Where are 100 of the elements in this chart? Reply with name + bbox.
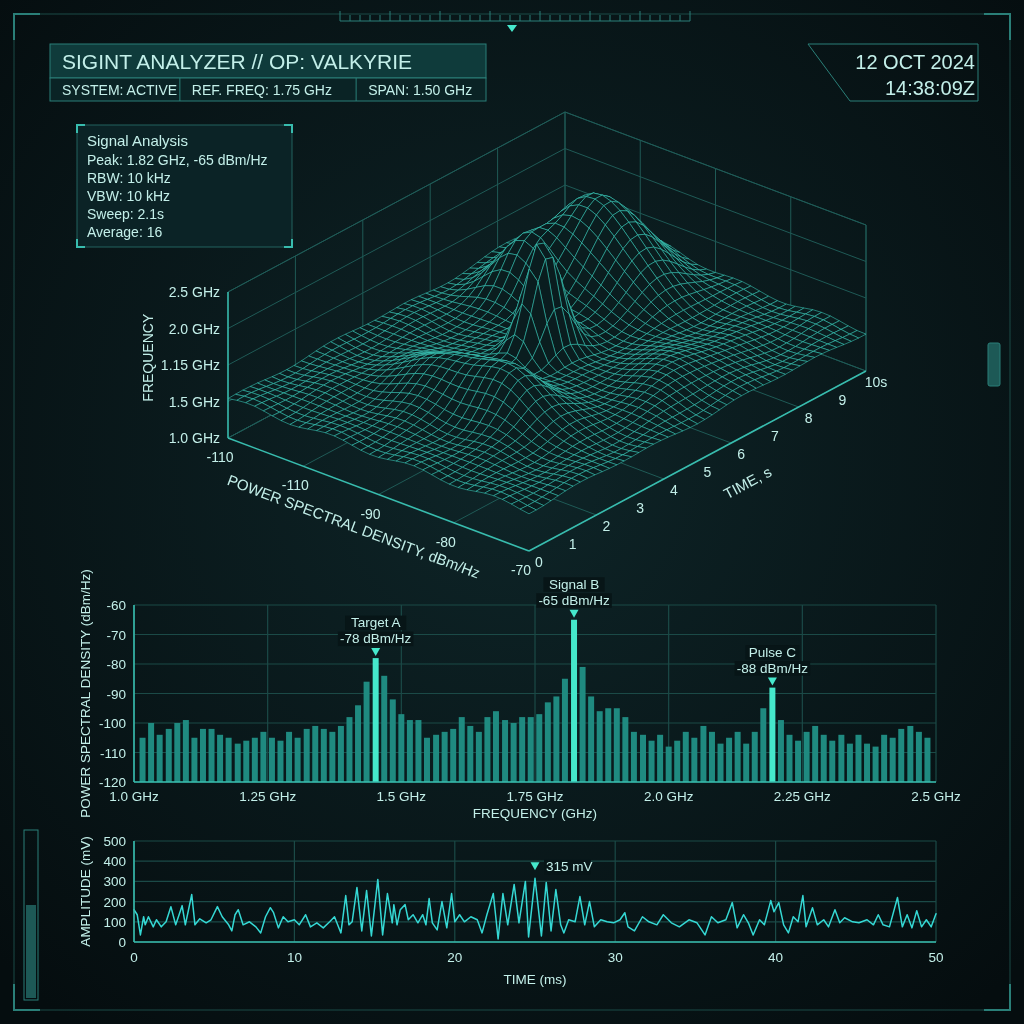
bar (415, 720, 422, 782)
bar (682, 731, 689, 782)
text: Signal Analysis (87, 132, 188, 149)
text: 9 (838, 392, 847, 408)
bar (243, 740, 250, 782)
bar (588, 696, 595, 782)
bar (743, 743, 750, 782)
x-axis-title: FREQUENCY (GHz) (472, 806, 598, 821)
bar (406, 720, 413, 782)
bar (726, 737, 733, 782)
text: 7 (771, 428, 779, 444)
bar (924, 737, 931, 782)
annotation: Signal B (548, 576, 600, 592)
data-label: -65 dBm/Hz (538, 592, 610, 608)
bar (630, 731, 637, 782)
bar (174, 723, 181, 782)
text: Peak: 1.82 GHz, -65 dBm/Hz (87, 152, 268, 168)
text: -80 (435, 533, 457, 550)
bar (424, 737, 430, 782)
bar (217, 734, 224, 782)
y-tick-label: -110 (99, 745, 126, 760)
bar (846, 743, 853, 782)
y-tick-label: 300 (103, 873, 126, 889)
bar (717, 743, 724, 782)
bar (510, 723, 517, 782)
bar (329, 731, 336, 782)
data-label: -88 dBm/Hz (736, 660, 809, 676)
bar (553, 696, 560, 782)
bar (665, 746, 672, 782)
bar (320, 728, 327, 782)
bar (613, 708, 620, 782)
x-axis-title: TIME (ms) (503, 972, 567, 987)
text: FREQUENCY (140, 313, 156, 402)
bar (458, 717, 465, 782)
text: SPAN: 1.50 GHz (368, 82, 473, 98)
bar (700, 725, 707, 782)
bar (450, 728, 457, 782)
text: 1 (568, 536, 577, 552)
text: SYSTEM: ACTIVE (62, 82, 178, 98)
text: 6 (737, 446, 746, 462)
bar (674, 740, 681, 782)
bar (795, 740, 802, 782)
bar (838, 734, 845, 782)
bar (734, 731, 741, 782)
text: RBW: 10 kHz (87, 170, 171, 186)
y-tick-label: 400 (103, 853, 126, 869)
bar (199, 728, 206, 782)
x-tick-label: 0 (130, 950, 138, 965)
bar (519, 717, 526, 782)
x-tick-label: 2.0 GHz (643, 789, 694, 804)
bar (286, 731, 293, 782)
x-tick-label: 10 (286, 950, 302, 965)
bar (708, 731, 715, 782)
y-tick-label: -120 (98, 774, 126, 790)
bar (760, 708, 767, 782)
bar (234, 743, 241, 782)
bar (777, 720, 784, 782)
x-tick-label: 30 (607, 950, 623, 965)
bar (225, 737, 232, 782)
text: SIGINT ANALYZER // OP: VALKYRIE (62, 50, 413, 73)
bar (864, 743, 871, 782)
bar (139, 737, 146, 782)
bar (803, 731, 810, 782)
x-tick-label: 50 (928, 950, 944, 965)
x-tick-label: 1.5 GHz (376, 789, 427, 804)
text: 1.0 GHz (168, 430, 220, 446)
y-tick-label: 500 (103, 833, 126, 849)
text: VBW: 10 kHz (87, 188, 170, 204)
bar (915, 731, 922, 782)
y-tick-label: -70 (106, 627, 126, 642)
x-tick-label: 1.25 GHz (239, 789, 297, 804)
text: 5 (703, 464, 712, 480)
bar (148, 723, 155, 782)
text: 2.0 GHz (168, 320, 220, 337)
bar (251, 737, 258, 782)
bar (363, 681, 370, 782)
text: REF. FREQ: 1.75 GHz (191, 82, 332, 98)
y-tick-label: 200 (103, 894, 126, 910)
text: -90 (360, 505, 381, 522)
bar (156, 734, 163, 782)
data-label: -78 dBm/Hz (340, 631, 412, 647)
bar (260, 731, 267, 782)
text: 3 (636, 500, 645, 516)
text: TIME, s (720, 462, 775, 502)
x-tick-label: 40 (768, 950, 784, 965)
y-tick-label: 0 (118, 934, 126, 950)
text: Sweep: 2.1s (87, 206, 165, 222)
annotation: Target A (350, 615, 401, 631)
y-tick-label: -100 (98, 715, 126, 731)
bar (433, 734, 440, 782)
bar (294, 737, 301, 782)
text: 14:38:09Z (884, 77, 975, 99)
bar (907, 725, 914, 782)
bar (544, 702, 551, 782)
bar (596, 711, 603, 782)
bar (389, 699, 396, 782)
text: -110 (206, 449, 234, 465)
bar (889, 737, 896, 782)
bar (165, 728, 172, 782)
bar (829, 740, 836, 782)
